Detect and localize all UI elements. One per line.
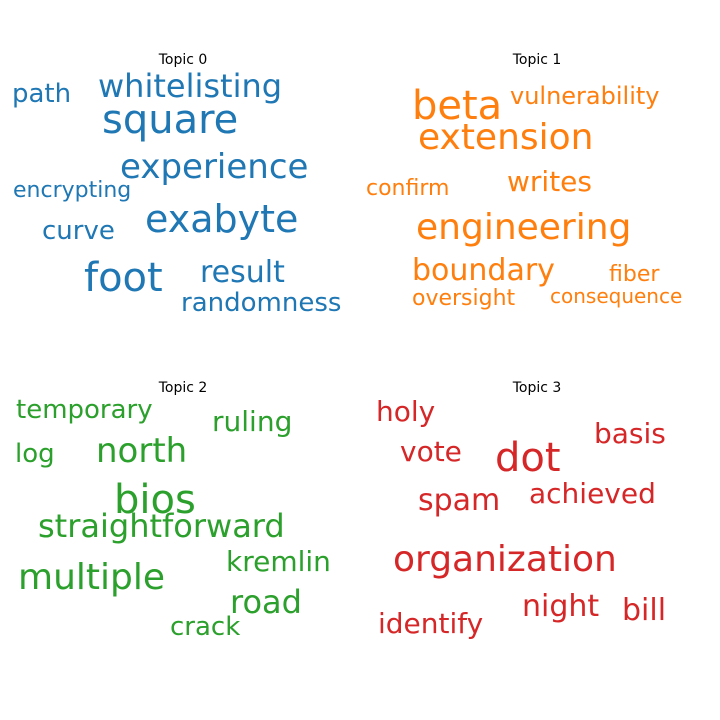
- topic-1-word: engineering: [416, 207, 632, 248]
- topic-2-word: north: [96, 431, 188, 471]
- topic-1-word: fiber: [609, 262, 660, 287]
- topic-1-panel: Topic 1 beta extension engineering vulne…: [360, 0, 720, 360]
- topic-1-word: writes: [507, 165, 592, 198]
- topic-1-word: vulnerability: [510, 82, 660, 110]
- topic-3-word: achieved: [529, 477, 656, 510]
- topic-0-word: square: [102, 97, 239, 143]
- topic-0-word: path: [12, 79, 72, 109]
- topic-1-word: boundary: [412, 253, 555, 288]
- topic-1-word: extension: [418, 117, 594, 158]
- topic-2-word: log: [15, 439, 55, 469]
- topic-3-word: identify: [378, 607, 484, 640]
- topic-2-panel: Topic 2 bios multiple straightforward no…: [0, 360, 360, 720]
- topic-2-word: multiple: [18, 557, 166, 598]
- topic-1-title: Topic 1: [512, 52, 562, 68]
- topic-1-word: oversight: [412, 286, 516, 311]
- topic-1-word: consequence: [550, 284, 683, 308]
- topic-0-word: encrypting: [13, 178, 132, 203]
- topic-1-word: confirm: [366, 176, 450, 201]
- topic-3-title: Topic 3: [512, 380, 562, 396]
- topic-3-word: basis: [594, 417, 666, 450]
- topic-0-panel: Topic 0 square exabyte experience foot w…: [0, 0, 360, 360]
- topic-1-word: beta: [412, 83, 503, 129]
- topic-0-word: randomness: [181, 288, 342, 318]
- topic-2-word: kremlin: [226, 545, 331, 578]
- topic-0-word: result: [200, 255, 285, 290]
- topic-3-word: organization: [393, 539, 617, 580]
- topic-3-word: spam: [418, 483, 501, 518]
- topic-3-word: vote: [400, 435, 462, 468]
- topic-3-word: night: [522, 589, 600, 624]
- topic-0-word: foot: [84, 255, 163, 301]
- topic-2-word: bios: [114, 477, 196, 523]
- topic-3-word: holy: [376, 395, 436, 428]
- topic-0-word: whitelisting: [98, 67, 283, 105]
- topic-0-word: experience: [120, 147, 309, 187]
- topic-0-word: curve: [42, 216, 115, 246]
- topic-2-word: crack: [170, 612, 241, 642]
- topic-3-panel: Topic 3 dot organization spam achieved b…: [360, 360, 720, 720]
- topic-2-word: temporary: [16, 395, 153, 425]
- topic-3-word: bill: [622, 593, 667, 628]
- topic-2-word: ruling: [212, 405, 293, 438]
- topic-2-title: Topic 2: [158, 380, 208, 396]
- topic-3-word: dot: [495, 435, 561, 481]
- topic-0-word: exabyte: [145, 197, 299, 241]
- topic-2-word: straightforward: [38, 507, 285, 545]
- topic-2-word: road: [230, 583, 302, 621]
- topic-0-title: Topic 0: [158, 52, 208, 68]
